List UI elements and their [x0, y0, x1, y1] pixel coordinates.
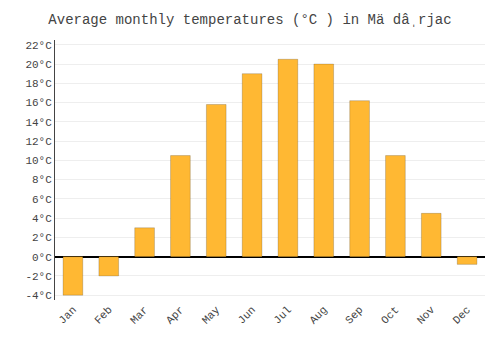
svg-text:14°C: 14°C: [25, 117, 52, 129]
svg-text:2°C: 2°C: [32, 232, 52, 244]
svg-text:6°C: 6°C: [32, 194, 52, 206]
svg-text:May: May: [200, 304, 223, 327]
svg-text:Nov: Nov: [415, 304, 438, 327]
svg-text:Jul: Jul: [271, 304, 293, 326]
svg-text:Jun: Jun: [236, 304, 258, 326]
svg-text:Average monthly temperatures (: Average monthly temperatures (°C ) in Mä…: [48, 12, 451, 28]
svg-text:0°C: 0°C: [32, 252, 52, 264]
svg-text:Apr: Apr: [164, 304, 186, 326]
svg-text:Sep: Sep: [343, 304, 365, 326]
svg-text:16°C: 16°C: [25, 97, 52, 109]
svg-text:20°C: 20°C: [25, 59, 52, 71]
svg-text:Aug: Aug: [307, 304, 329, 326]
svg-text:Feb: Feb: [92, 304, 114, 326]
svg-text:4°C: 4°C: [32, 213, 52, 225]
svg-text:-2°C: -2°C: [25, 271, 52, 283]
svg-text:8°C: 8°C: [32, 174, 52, 186]
svg-text:-4°C: -4°C: [25, 290, 52, 302]
svg-text:12°C: 12°C: [25, 136, 52, 148]
svg-text:Jan: Jan: [56, 304, 78, 326]
svg-text:Mar: Mar: [128, 304, 150, 326]
svg-text:18°C: 18°C: [25, 78, 52, 90]
svg-text:Oct: Oct: [379, 304, 401, 326]
svg-text:10°C: 10°C: [25, 155, 52, 167]
svg-text:Dec: Dec: [451, 304, 473, 326]
svg-text:22°C: 22°C: [25, 40, 52, 52]
